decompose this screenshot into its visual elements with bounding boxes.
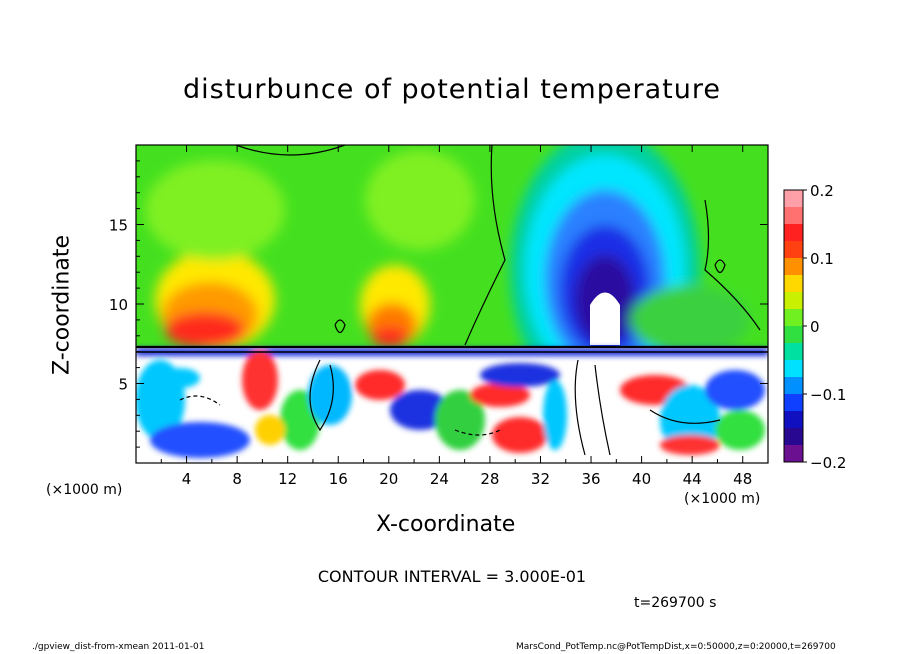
colorbar: [783, 189, 804, 463]
chart-title: disturbunce of potential temperature: [183, 74, 721, 105]
x-axis-label: X-coordinate: [376, 512, 516, 537]
x-axis-ticks: 4 8 12 16 20 24 28 32 36 40 44 48: [160, 145, 769, 488]
x-tick-label: 16: [329, 470, 348, 488]
colorbar-tick-label: −0.1: [810, 386, 846, 404]
x-tick-label: 40: [632, 470, 651, 488]
colorbar-tick-label: 0.1: [810, 250, 834, 268]
footer-left-text: ./gpview_dist-from-xmean 2011-01-01: [32, 642, 205, 652]
x-tick-label: 28: [480, 470, 499, 488]
time-text: t=269700 s: [634, 595, 717, 611]
y-axis-ticks: 5 10 15: [109, 160, 768, 448]
y-tick-label: 5: [118, 376, 128, 394]
x-tick-label: 4: [182, 470, 192, 488]
footer-right-text: MarsCond_PotTemp.nc@PotTempDist,x=0:5000…: [516, 642, 836, 652]
x-tick-label: 20: [379, 470, 398, 488]
contour-lines: [136, 145, 768, 456]
colorbar-tick-label: −0.2: [810, 454, 846, 472]
x-tick-label: 36: [581, 470, 600, 488]
x-unit-label-right: (×1000 m): [684, 491, 761, 507]
x-tick-label: 24: [430, 470, 449, 488]
x-tick-label: 44: [683, 470, 702, 488]
plume-core: [590, 292, 620, 345]
y-tick-label: 15: [109, 217, 128, 235]
colorbar-tick-label: 0.2: [810, 182, 834, 200]
contour-interval-text: CONTOUR INTERVAL = 3.000E-01: [317, 567, 587, 586]
x-tick-label: 32: [531, 470, 550, 488]
heatmap-field: [136, 145, 768, 463]
x-unit-label-left: (×1000 m): [46, 482, 123, 498]
x-tick-label: 48: [733, 470, 752, 488]
x-tick-label: 8: [232, 470, 242, 488]
colorbar-ticks: 0.2 0.1 0 −0.1 −0.2: [803, 182, 846, 472]
y-tick-label: 10: [109, 296, 128, 314]
colorbar-tick-label: 0: [810, 318, 820, 336]
x-tick-label: 12: [278, 470, 297, 488]
